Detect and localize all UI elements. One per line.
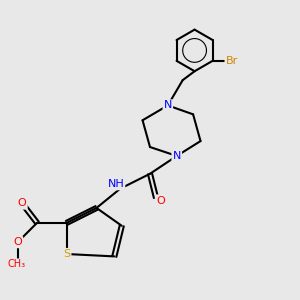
Text: NH: NH <box>107 179 124 189</box>
Text: Br: Br <box>226 56 238 66</box>
Text: CH₃: CH₃ <box>7 260 25 269</box>
Text: O: O <box>18 199 27 208</box>
Text: N: N <box>172 151 181 161</box>
Text: O: O <box>14 237 22 247</box>
Text: S: S <box>63 249 70 259</box>
Text: N: N <box>164 100 172 110</box>
Text: O: O <box>156 196 165 206</box>
